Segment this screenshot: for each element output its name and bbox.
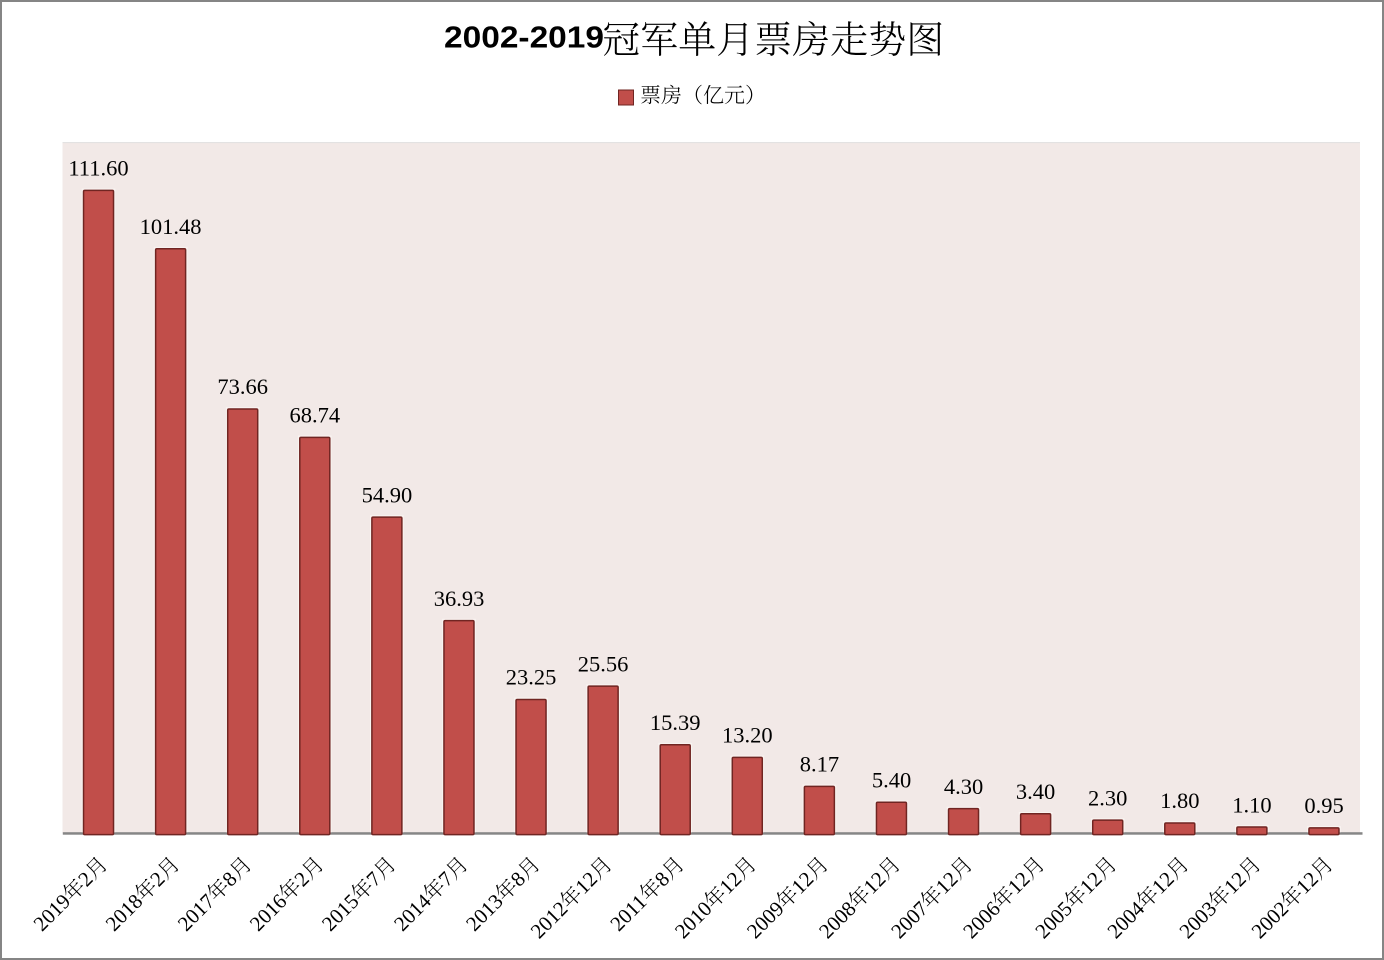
svg-text:4.30: 4.30 xyxy=(944,774,983,799)
svg-text:8.17: 8.17 xyxy=(800,752,839,777)
svg-text:54.90: 54.90 xyxy=(362,482,413,507)
svg-text:111.60: 111.60 xyxy=(68,156,128,181)
svg-text:1.10: 1.10 xyxy=(1232,792,1271,817)
svg-text:68.74: 68.74 xyxy=(289,403,340,428)
svg-text:15.39: 15.39 xyxy=(650,710,701,735)
svg-text:1.80: 1.80 xyxy=(1160,788,1199,813)
svg-text:5.40: 5.40 xyxy=(872,768,911,793)
svg-text:0.95: 0.95 xyxy=(1304,793,1343,818)
svg-text:2.30: 2.30 xyxy=(1088,785,1127,810)
svg-text:73.66: 73.66 xyxy=(217,374,268,399)
svg-text:101.48: 101.48 xyxy=(140,214,202,239)
svg-text:3.40: 3.40 xyxy=(1016,779,1055,804)
svg-text:23.25: 23.25 xyxy=(506,665,557,690)
svg-text:2002-2019: 2002-2019 xyxy=(444,19,604,54)
svg-text:25.56: 25.56 xyxy=(578,651,629,676)
svg-text:13.20: 13.20 xyxy=(722,723,773,748)
svg-text:36.93: 36.93 xyxy=(434,586,485,611)
